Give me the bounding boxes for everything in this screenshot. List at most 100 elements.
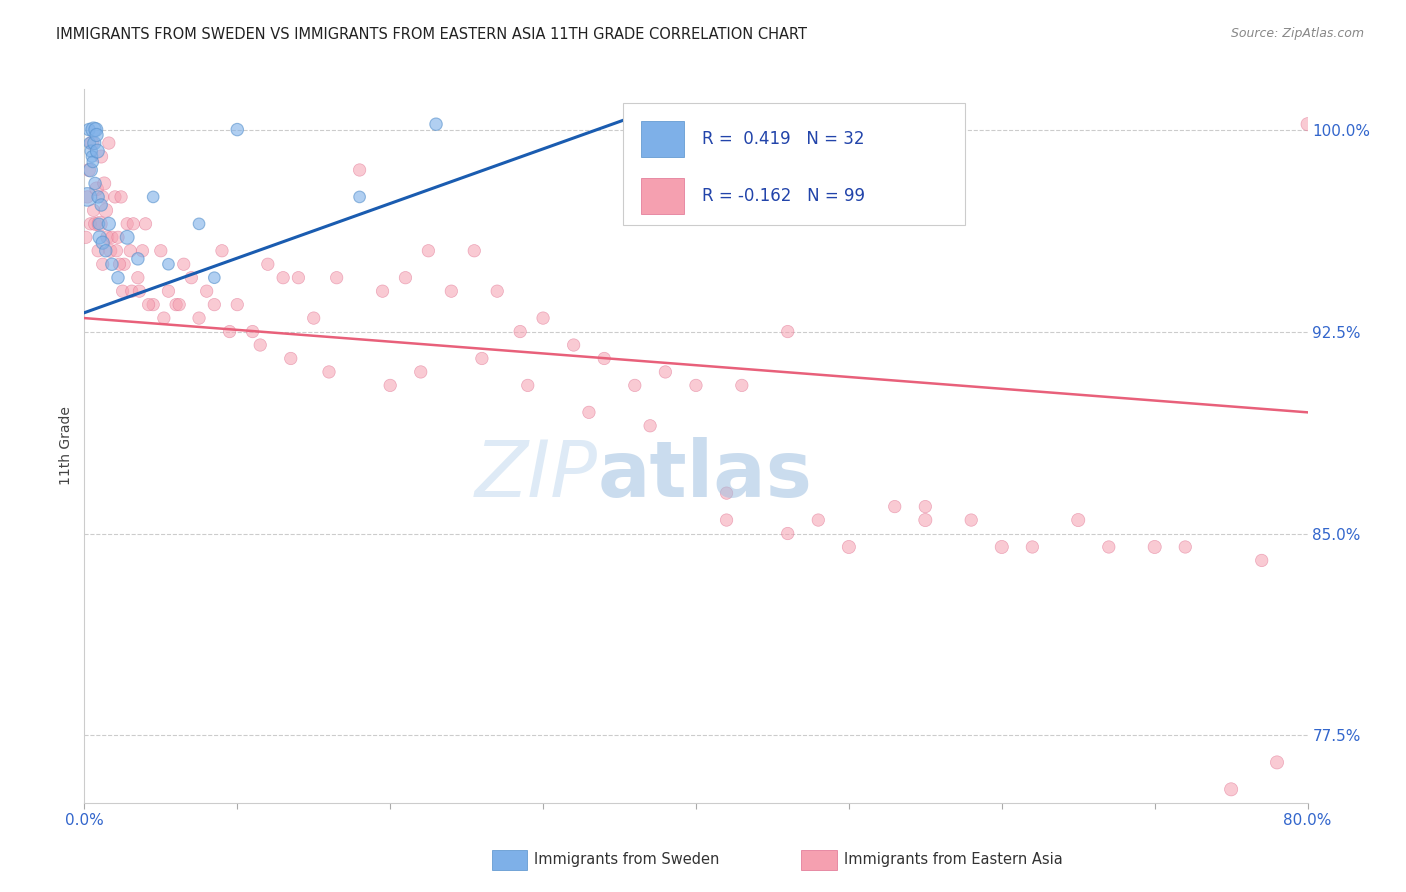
Point bbox=[1220, 782, 1243, 797]
Point bbox=[562, 338, 585, 352]
Point bbox=[394, 270, 416, 285]
Point bbox=[531, 311, 554, 326]
Point bbox=[83, 203, 105, 218]
Point bbox=[1296, 117, 1319, 131]
Point bbox=[202, 298, 225, 312]
Text: Source: ZipAtlas.com: Source: ZipAtlas.com bbox=[1230, 27, 1364, 40]
Point bbox=[153, 311, 176, 326]
Point bbox=[486, 284, 509, 298]
Point bbox=[287, 270, 309, 285]
Point bbox=[101, 230, 124, 244]
Point bbox=[838, 540, 860, 554]
Point bbox=[135, 217, 157, 231]
Point bbox=[86, 182, 108, 196]
Point bbox=[82, 155, 104, 169]
Point bbox=[115, 230, 138, 244]
Point bbox=[371, 284, 394, 298]
Point bbox=[90, 149, 112, 163]
Point bbox=[86, 128, 108, 142]
Point bbox=[89, 217, 111, 231]
Point bbox=[776, 526, 799, 541]
Point bbox=[84, 177, 107, 191]
Point bbox=[104, 190, 127, 204]
Point bbox=[87, 190, 110, 204]
Point bbox=[1265, 756, 1288, 770]
Point bbox=[79, 163, 101, 178]
Point bbox=[105, 244, 128, 258]
Point bbox=[157, 284, 180, 298]
Point bbox=[716, 513, 738, 527]
Point bbox=[180, 270, 202, 285]
Point bbox=[638, 418, 661, 433]
Point bbox=[318, 365, 340, 379]
Point bbox=[425, 117, 447, 131]
Point bbox=[349, 163, 371, 178]
Point bbox=[807, 513, 830, 527]
Point bbox=[90, 198, 112, 212]
Y-axis label: 11th Grade: 11th Grade bbox=[59, 407, 73, 485]
Point bbox=[94, 203, 117, 218]
Point bbox=[77, 122, 100, 136]
Point bbox=[128, 284, 150, 298]
Point bbox=[257, 257, 280, 271]
Point bbox=[84, 122, 107, 136]
Point bbox=[115, 217, 138, 231]
Point bbox=[77, 163, 100, 178]
Point bbox=[249, 338, 271, 352]
Point bbox=[1174, 540, 1197, 554]
Point bbox=[914, 513, 936, 527]
Point bbox=[111, 284, 134, 298]
Point bbox=[84, 217, 107, 231]
Point bbox=[93, 177, 115, 191]
Point bbox=[94, 244, 117, 258]
Point bbox=[107, 270, 129, 285]
Point bbox=[280, 351, 302, 366]
Point bbox=[89, 230, 111, 244]
Point bbox=[91, 190, 114, 204]
Point bbox=[91, 257, 114, 271]
Point bbox=[242, 325, 264, 339]
Point bbox=[380, 378, 402, 392]
Text: atlas: atlas bbox=[598, 436, 813, 513]
Point bbox=[96, 230, 118, 244]
Point bbox=[98, 244, 121, 258]
Text: ZIP: ZIP bbox=[475, 436, 598, 513]
Point bbox=[883, 500, 905, 514]
Point bbox=[188, 217, 211, 231]
Bar bbox=[623, 103, 965, 225]
Point bbox=[97, 217, 120, 231]
Point bbox=[149, 244, 172, 258]
Point bbox=[440, 284, 463, 298]
Text: R =  0.419   N = 32: R = 0.419 N = 32 bbox=[702, 130, 865, 148]
Text: R = -0.162   N = 99: R = -0.162 N = 99 bbox=[702, 187, 865, 205]
Point bbox=[79, 136, 101, 150]
Point bbox=[226, 122, 249, 136]
Point bbox=[1143, 540, 1166, 554]
Point bbox=[463, 244, 485, 258]
Point bbox=[593, 351, 616, 366]
Point bbox=[990, 540, 1012, 554]
Point bbox=[226, 298, 249, 312]
Point bbox=[91, 235, 114, 250]
Point bbox=[112, 257, 135, 271]
Bar bbox=[641, 178, 683, 214]
Point bbox=[80, 144, 103, 158]
Point bbox=[167, 298, 190, 312]
Point bbox=[188, 311, 211, 326]
Point bbox=[914, 500, 936, 514]
Point bbox=[157, 257, 180, 271]
Point bbox=[716, 486, 738, 500]
Point bbox=[120, 244, 142, 258]
Point bbox=[471, 351, 494, 366]
Point bbox=[325, 270, 347, 285]
Point bbox=[127, 252, 149, 266]
Point bbox=[107, 230, 129, 244]
Point bbox=[173, 257, 195, 271]
Point bbox=[271, 270, 294, 285]
Point bbox=[121, 284, 143, 298]
Point bbox=[685, 378, 707, 392]
Point bbox=[142, 190, 165, 204]
Point bbox=[776, 325, 799, 339]
Point bbox=[165, 298, 187, 312]
Point bbox=[110, 190, 132, 204]
